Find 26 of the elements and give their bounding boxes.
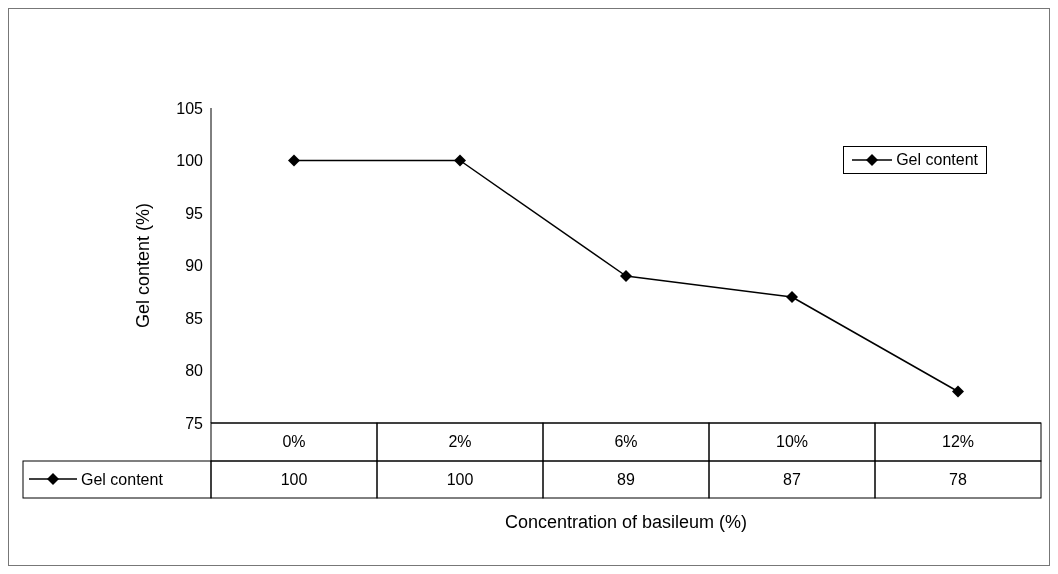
point [952, 385, 964, 398]
data-label: 100 [446, 471, 474, 488]
x-tick-label: 12% [941, 433, 975, 450]
y-tick-label: 95 [185, 204, 204, 222]
data-label: 100 [280, 471, 308, 488]
y-tick-label: 80 [185, 362, 204, 380]
x-tick-label: 6% [614, 433, 638, 450]
y-tick-label: 75 [185, 414, 204, 432]
y-tick-label: 100 [176, 152, 204, 170]
legend-label: Gel content [896, 151, 978, 169]
y-axis-title: Gel content (%) [133, 202, 153, 329]
text: Gel content [81, 471, 163, 488]
y-tick-label: 85 [185, 309, 204, 327]
data-label: 89 [617, 471, 635, 488]
x-tick-label: 2% [448, 433, 472, 450]
x-tick-label: 0% [282, 433, 306, 450]
data-label: 78 [949, 471, 967, 488]
point [786, 291, 798, 303]
data-label: 87 [783, 471, 801, 488]
point [288, 154, 300, 167]
x-axis-title: Concentration of basileum (%) [504, 512, 748, 532]
point [454, 154, 466, 167]
y-tick-label: 90 [185, 257, 204, 275]
y-tick-label: 105 [176, 99, 204, 117]
point [620, 270, 632, 282]
x-tick-label: 10% [775, 433, 809, 450]
